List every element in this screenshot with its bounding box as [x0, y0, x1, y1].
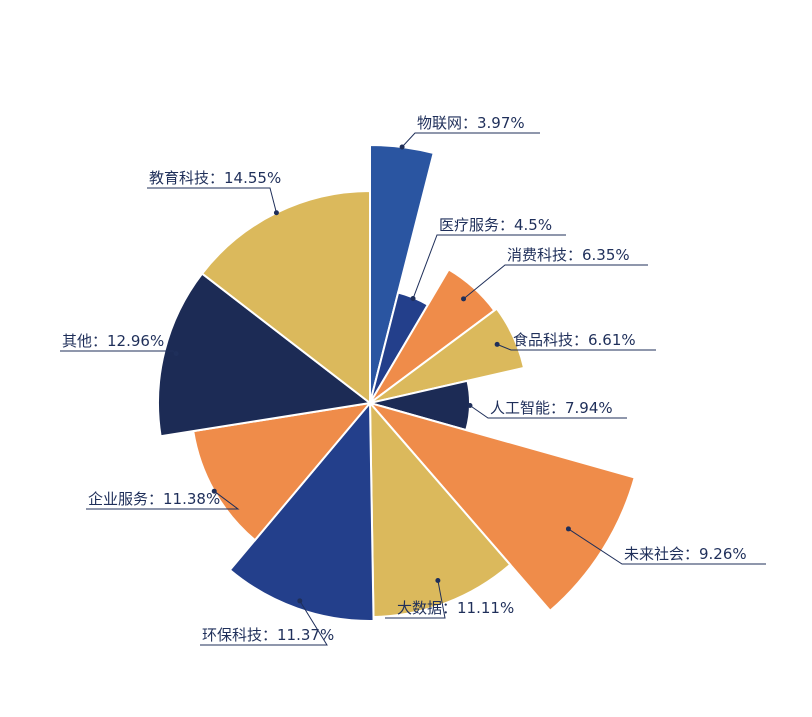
leader-line-8 [86, 490, 240, 510]
leader-line-1 [412, 234, 566, 299]
slice-label-5: 未来社会：9.26% [624, 545, 747, 563]
slice-7[interactable] [228, 400, 375, 622]
slice-3[interactable] [369, 307, 526, 404]
leader-line-7 [200, 600, 328, 646]
slice-label-3: 食品科技：6.61% [513, 331, 636, 349]
slice-label-6: 大数据：11.11% [397, 599, 514, 617]
leader-line-6 [385, 580, 446, 619]
chart-slices [157, 143, 636, 622]
chart-labels: 物联网：3.97% 医疗服务：4.5% 消费科技：6.35% 食品科技：6.61% 人工… [60, 114, 766, 646]
slice-label-2: 消费科技：6.35% [507, 246, 630, 264]
slice-label-10: 教育科技：14.55% [149, 169, 281, 187]
slice-label-9: 其他：12.96% [62, 332, 164, 350]
leader-line-10 [147, 187, 277, 213]
leader-line-3 [496, 343, 656, 351]
leader-line-5 [568, 528, 766, 565]
slice-label-1: 医疗服务：4.5% [439, 216, 552, 234]
leader-line-2 [463, 264, 648, 300]
leader-line-0 [401, 132, 540, 148]
slice-label-0: 物联网：3.97% [417, 114, 525, 132]
leader-line-9 [60, 350, 177, 355]
slice-5[interactable] [367, 401, 636, 613]
slice-6[interactable] [368, 400, 512, 618]
leader-line-4 [469, 405, 627, 419]
slice-label-8: 企业服务：11.38% [88, 490, 220, 508]
slice-label-7: 环保科技：11.37% [202, 626, 334, 644]
slice-label-4: 人工智能：7.94% [490, 399, 613, 417]
